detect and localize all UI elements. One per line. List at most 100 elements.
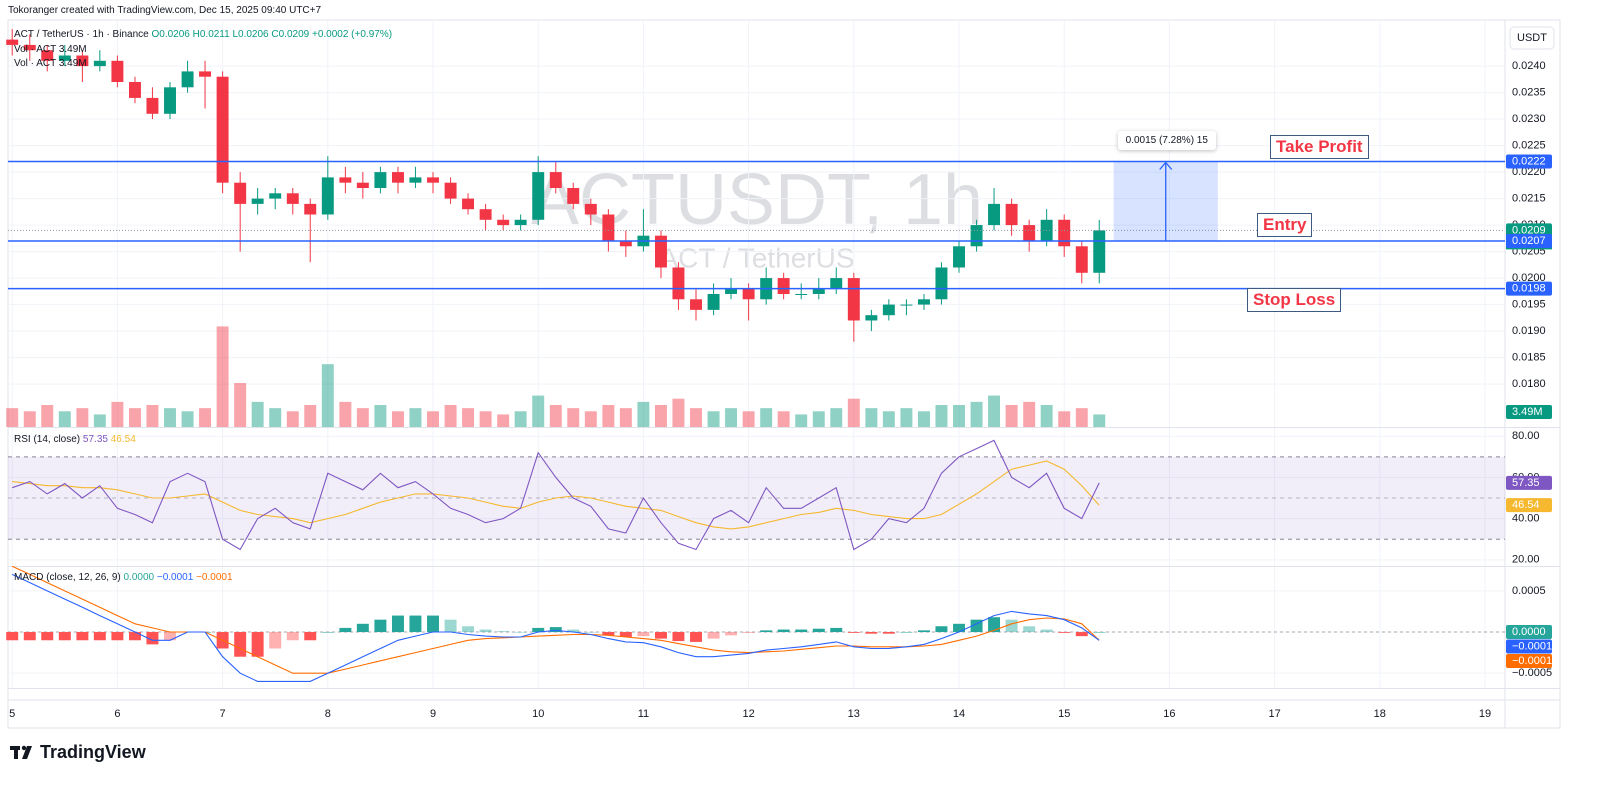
volume-bar <box>795 414 808 427</box>
vol-legend: Vol · ACT 3.49M <box>14 58 87 69</box>
macd-hist <box>970 619 983 633</box>
macd-hist <box>637 632 650 637</box>
volume-bar <box>356 408 369 427</box>
x-tick-label: 15 <box>1058 708 1070 720</box>
candle-body <box>356 182 369 188</box>
macd-hist <box>6 632 19 641</box>
volume-bar <box>462 408 475 427</box>
candle-body <box>479 209 492 220</box>
rsi-title: RSI (14, close) <box>14 434 81 445</box>
macd-hist <box>567 629 580 633</box>
volume-bar <box>549 405 562 427</box>
volume-bar <box>409 408 422 427</box>
volume-bar <box>146 405 159 427</box>
candle-body <box>111 60 124 83</box>
macd-hist <box>58 632 71 641</box>
volume-bar <box>286 411 299 427</box>
volume-bar <box>392 411 404 427</box>
ohlc: O0.0206 H0.0211 L0.0206 C0.0209 +0.0002 … <box>151 29 393 40</box>
macd-hist <box>409 615 422 633</box>
x-tick-label: 8 <box>325 708 331 720</box>
volume-bar <box>935 405 948 427</box>
volume-bar <box>882 411 895 427</box>
volume-bar <box>918 411 930 427</box>
y-tick-label: 0.0200 <box>1512 272 1546 284</box>
candle-body <box>444 182 457 199</box>
macd-tag <box>1506 625 1552 640</box>
brand: TradingView <box>40 742 147 762</box>
rsi-legend: RSI (14, close) 57.35 46.54 <box>14 434 136 445</box>
macd-hist <box>742 632 755 633</box>
macd-hist <box>935 626 948 633</box>
volume-bar <box>1075 408 1088 427</box>
macd-hist <box>146 632 159 645</box>
candle-body <box>514 219 527 226</box>
y-tick-label: 0.0240 <box>1512 60 1546 72</box>
volume-bar <box>584 411 597 427</box>
volume-bar <box>672 398 685 427</box>
candle-body <box>286 193 299 204</box>
candle-body <box>672 267 685 300</box>
volume-bar <box>497 414 510 427</box>
rsi-tag <box>1506 475 1552 490</box>
candle-body <box>602 214 615 241</box>
candle-body <box>655 235 667 268</box>
signal-value: −0.0001 <box>196 572 233 583</box>
volume-bar <box>1023 401 1036 427</box>
volume-bar <box>690 408 702 427</box>
macd-tag <box>1506 639 1552 654</box>
currency: USDT <box>1517 32 1547 44</box>
volume-bar <box>479 411 492 427</box>
y-tick-label: 0.0190 <box>1512 325 1546 337</box>
y-tick-label: 0.0195 <box>1512 298 1546 310</box>
volume-bar <box>602 405 615 427</box>
macd-hist <box>392 615 404 633</box>
candle-body <box>58 55 71 61</box>
macd-tag-label: 0.0000 <box>1512 626 1546 638</box>
candle-body <box>567 187 580 204</box>
candle-body <box>164 87 176 114</box>
candle-body <box>865 315 878 321</box>
candle-body <box>129 82 141 98</box>
macd-hist <box>269 632 282 649</box>
candle-body <box>216 76 229 183</box>
frame <box>7 19 1561 729</box>
volume-bar <box>1093 414 1106 427</box>
volume-bar <box>427 411 439 427</box>
price-tag <box>1506 233 1552 248</box>
volume-bar <box>41 405 54 427</box>
volume-bar <box>444 405 457 427</box>
level-label: Take Profit <box>1270 135 1369 159</box>
macd-title: MACD (close, 12, 26, 9) <box>14 572 121 583</box>
y-tick-label: 0.0225 <box>1512 140 1546 152</box>
macd-tag-label: −0.0001 <box>1512 640 1552 652</box>
y-tick-label: 20.00 <box>1512 554 1540 566</box>
symbol: ACT / TetherUS · 1h · Binance <box>14 29 149 40</box>
candle-body <box>935 267 948 300</box>
volume-bar <box>129 408 141 427</box>
volume-bar <box>6 408 19 427</box>
x-tick-label: 17 <box>1268 708 1280 720</box>
volume-bar <box>164 408 176 427</box>
macd-hist <box>532 627 545 633</box>
candle-body <box>93 60 106 67</box>
price-tag <box>1506 281 1552 296</box>
volume-bar <box>1058 411 1071 427</box>
macd-hist <box>251 632 264 657</box>
x-tick-label: 18 <box>1374 708 1386 720</box>
candle-body <box>181 71 194 88</box>
volume-bar <box>514 411 527 427</box>
candle-body <box>23 44 36 51</box>
x-tick-label: 16 <box>1163 708 1175 720</box>
price-tag-label: 0.0207 <box>1512 235 1546 247</box>
candle-body <box>777 278 790 294</box>
macd-hist <box>286 632 299 641</box>
macd-hist <box>602 632 615 636</box>
candle-body <box>234 182 247 204</box>
price-tag-label: 0.0222 <box>1512 155 1546 167</box>
macd-hist <box>304 632 317 641</box>
macd-hist <box>444 619 457 633</box>
currency-box[interactable] <box>1509 26 1555 50</box>
macd-tag-label: −0.0001 <box>1512 655 1552 667</box>
